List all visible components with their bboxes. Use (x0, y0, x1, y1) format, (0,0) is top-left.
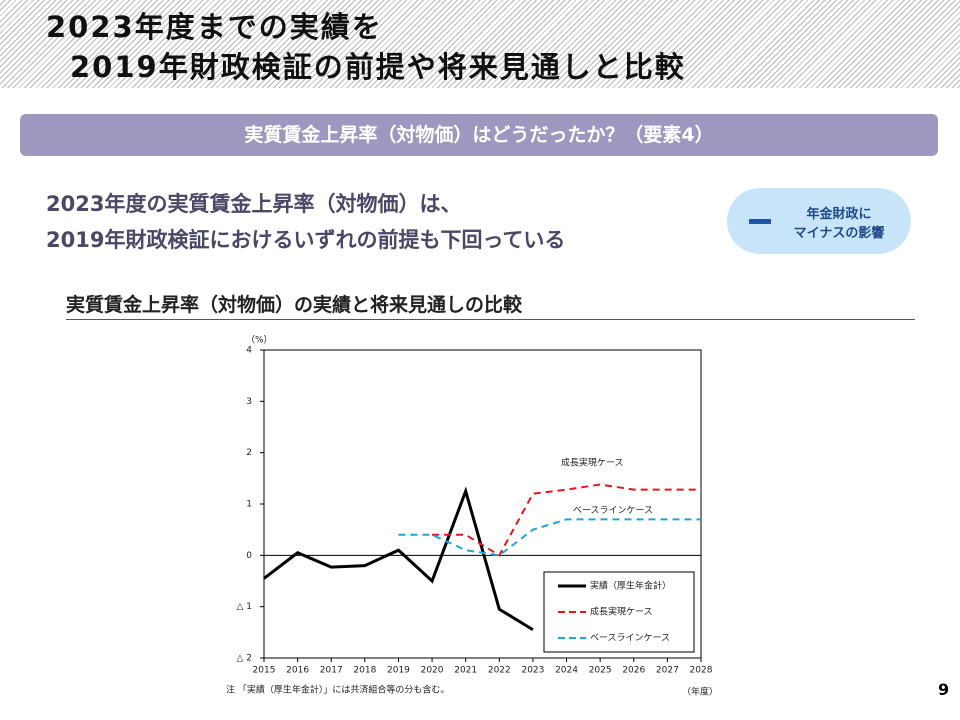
y-unit-label: （%） (246, 335, 273, 346)
x-tick-label: 2025 (589, 666, 612, 676)
series-line (398, 518, 701, 557)
x-tick-label: 2023 (521, 666, 544, 676)
badge-text: マイナスの影響 (793, 226, 885, 241)
legend-label: ベースラインケース (590, 633, 670, 644)
x-tick-label: 2018 (353, 666, 376, 676)
x-tick-label: 2027 (656, 666, 679, 676)
x-tick-label: 2015 (253, 666, 276, 676)
x-tick-label: 2020 (421, 666, 444, 676)
badge: 年金財政に マイナスの影響 (727, 188, 911, 254)
note: 注 「実績（厚生年金計）」には共済組合等の分も含む。 (226, 684, 449, 696)
header: 2023年度までの実績を 2019年財政検証の前提や将来見通しと比較 (0, 0, 960, 88)
x-tick-label: 2021 (454, 666, 477, 676)
x-tick-label: 2016 (286, 666, 309, 676)
x-tick-label: 2026 (622, 666, 645, 676)
series-line (263, 486, 534, 632)
x-unit-label: （年度） (682, 686, 718, 698)
badge-text: 年金財政に (806, 207, 872, 222)
section-title: 実質賃金上昇率（対物価）の実績と将来見通しの比較 (66, 294, 523, 316)
x-tick-label: 2024 (555, 666, 578, 676)
y-tick-label: 1 (246, 500, 252, 510)
legend-label: 成長実現ケース (590, 606, 653, 618)
y-tick-label: 4 (246, 346, 252, 356)
x-tick-label: 2019 (387, 666, 410, 676)
banner: 実質賃金上昇率（対物価）はどうだったか？（要素4） (20, 114, 938, 156)
rule (66, 319, 915, 320)
y-tick-label: △ 2 (236, 654, 252, 664)
title-line: 2023年度までの実績を (46, 10, 383, 44)
legend-label: 実績（厚生年金計） (590, 580, 671, 592)
series-line (432, 483, 701, 557)
title-line: 2019年財政検証の前提や将来見通しと比較 (70, 50, 686, 84)
y-tick-label: 2 (246, 448, 252, 458)
summary-line: 2023年度の実質賃金上昇率（対物価）は、 (46, 192, 462, 216)
page-number: 9 (938, 680, 950, 699)
badge-icon (749, 219, 771, 224)
x-tick-label: 2028 (690, 666, 713, 676)
annotation: 成長実現ケース (561, 456, 624, 468)
y-tick-label: △ 1 (236, 602, 252, 612)
x-tick-label: 2022 (488, 666, 511, 676)
summary-line: 2019年財政検証におけるいずれの前提も下回っている (46, 228, 566, 252)
x-tick-label: 2017 (320, 666, 343, 676)
y-tick-label: 3 (246, 397, 252, 407)
annotation: ベースラインケース (573, 505, 653, 516)
y-tick-label: 0 (246, 551, 252, 561)
